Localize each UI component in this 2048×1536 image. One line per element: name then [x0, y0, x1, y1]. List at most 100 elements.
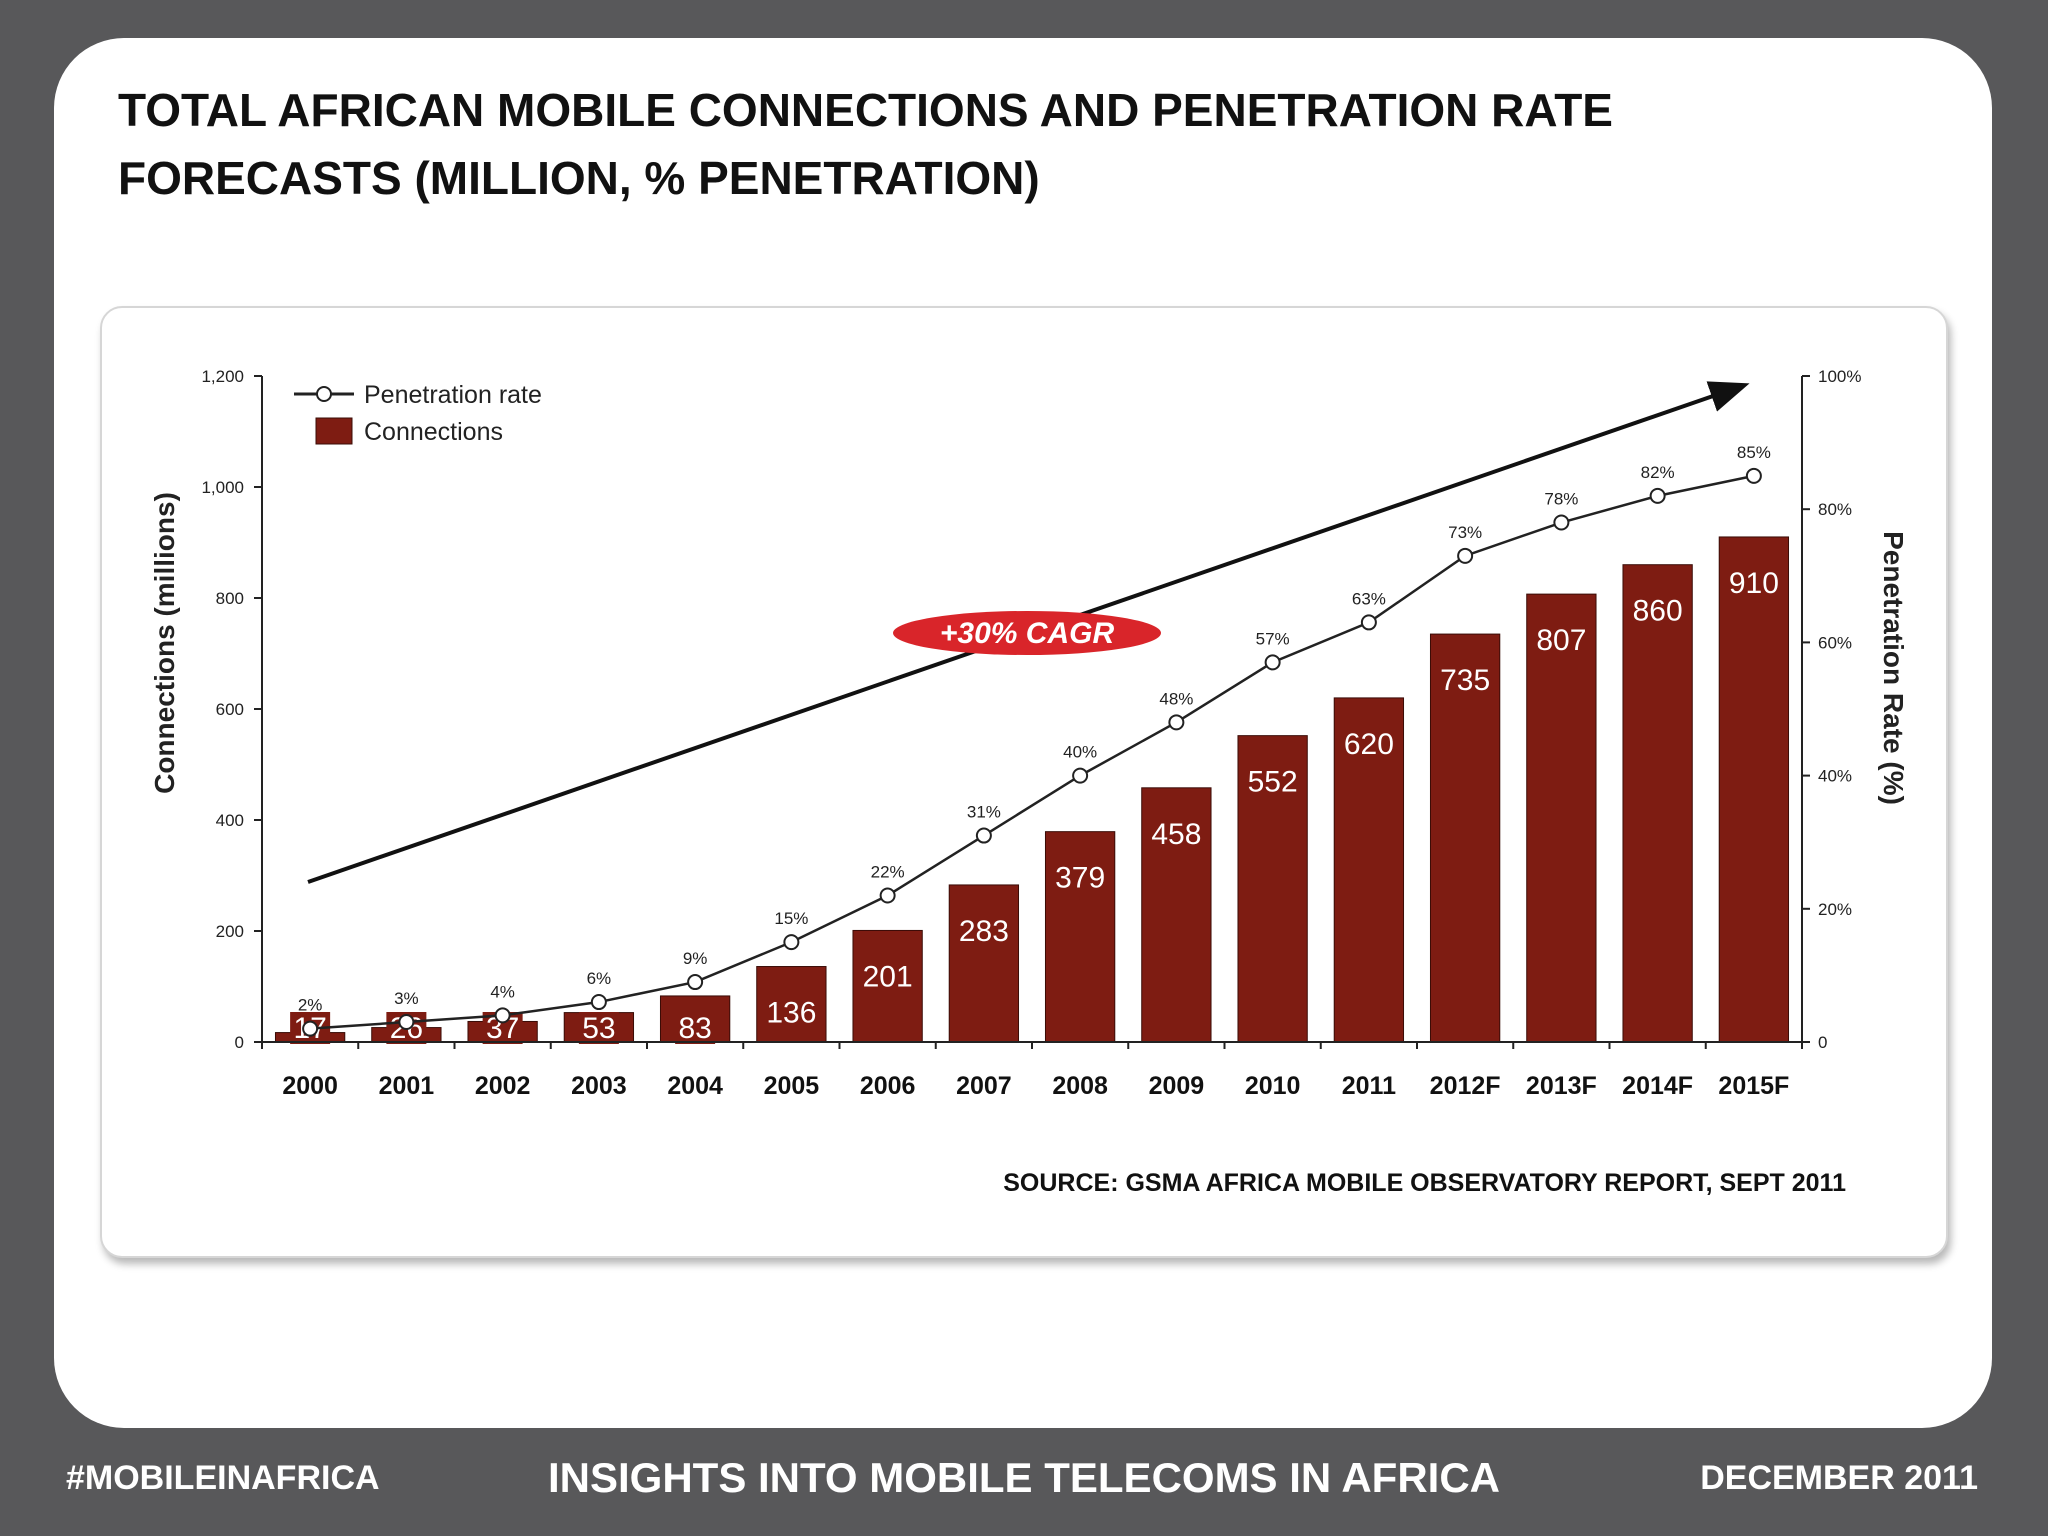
page-title: TOTAL AFRICAN MOBILE CONNECTIONS AND PEN… [118, 76, 1818, 212]
legend-connections-label: Connections [364, 418, 503, 446]
penetration-point [687, 974, 704, 991]
cagr-annotation: +30% CAGR [940, 617, 1115, 650]
penetration-value-label: 9% [683, 949, 708, 968]
bar-label-bg [675, 1012, 716, 1044]
y-tick-label: 1,200 [201, 367, 244, 386]
bar-value-label: 458 [1151, 818, 1201, 851]
bar-connections [756, 966, 827, 1043]
bar-value-label: 910 [1729, 567, 1779, 600]
bar-value-label: 620 [1344, 728, 1394, 761]
x-tick-label: 2007 [956, 1072, 1012, 1100]
x-tick-label: 2009 [1149, 1072, 1205, 1100]
x-tick-label: 2013F [1526, 1072, 1597, 1100]
y-tick-label: 400 [216, 811, 244, 830]
penetration-value-label: 48% [1159, 689, 1193, 708]
title-line-1: TOTAL AFRICAN MOBILE CONNECTIONS AND PEN… [118, 84, 1613, 136]
penetration-value-label: 63% [1352, 589, 1386, 608]
y-tick-label: 0 [235, 1033, 244, 1052]
bar-connections [948, 884, 1020, 1043]
x-tick-label: 2006 [860, 1072, 916, 1100]
footer-date: DECEMBER 2011 [1700, 1459, 1978, 1497]
penetration-point [879, 887, 896, 904]
penetration-value-label: 82% [1641, 463, 1675, 482]
penetration-point [1072, 767, 1089, 784]
penetration-point [398, 1014, 415, 1031]
penetration-value-label: 4% [490, 982, 515, 1001]
bar-value-label: 860 [1633, 595, 1683, 628]
footer-tagline: INSIGHTS INTO MOBILE TELECOMS IN AFRICA [547, 1454, 1500, 1501]
penetration-point [1553, 514, 1570, 531]
x-tick-label: 2015F [1718, 1072, 1789, 1100]
bar-connections [852, 929, 923, 1043]
bar-connections [1237, 735, 1308, 1043]
penetration-value-label: 6% [587, 969, 612, 988]
bar-value-label: 379 [1055, 862, 1105, 895]
penetration-point [1745, 467, 1762, 484]
y-right-tick-label: 40% [1818, 767, 1852, 786]
x-tick-label: 2002 [475, 1072, 531, 1100]
bar-value-label: 83 [678, 1012, 711, 1045]
y-right-tick-label: 100% [1818, 367, 1861, 386]
x-tick-label: 2008 [1052, 1072, 1108, 1100]
penetration-value-label: 2% [298, 996, 323, 1015]
penetration-point [302, 1020, 319, 1037]
penetration-point [975, 827, 992, 844]
penetration-value-label: 15% [774, 909, 808, 928]
bar-connections [1622, 564, 1693, 1043]
bar-connections [1333, 697, 1405, 1043]
bar-value-label: 201 [863, 960, 913, 993]
x-tick-label: 2011 [1342, 1072, 1396, 1100]
y-right-tick-label: 80% [1818, 500, 1852, 519]
bar-label-bg [578, 1012, 619, 1044]
penetration-point [783, 934, 800, 951]
bar-value-label: 807 [1536, 624, 1586, 657]
penetration-value-label: 73% [1448, 523, 1482, 542]
penetration-value-label: 85% [1737, 443, 1771, 462]
y-tick-label: 1,000 [201, 478, 244, 497]
y-right-tick-label: 20% [1818, 900, 1852, 919]
x-tick-label: 2012F [1430, 1072, 1501, 1100]
x-tick-label: 2010 [1245, 1072, 1301, 1100]
penetration-rate-line [310, 474, 1755, 1030]
bar-connections [1429, 633, 1501, 1043]
title-line-2: FORECASTS (MILLION, % PENETRATION) [118, 152, 1040, 204]
connections-chart: 0 200 400 600 800 1,000 1,200 0 20% 40% 60% 80% 100… [149, 367, 1909, 1100]
y-right-tick-label: 0 [1818, 1033, 1827, 1052]
source-note: SOURCE: GSMA AFRICA MOBILE OBSERVATORY R… [1003, 1169, 1846, 1197]
y-tick-label: 600 [216, 700, 244, 719]
y-tick-label: 800 [216, 589, 244, 608]
bar-value-label: 136 [766, 997, 816, 1030]
bar-value-label: 283 [959, 915, 1009, 948]
penetration-value-label: 40% [1063, 743, 1097, 762]
y-tick-label: 200 [216, 922, 244, 941]
penetration-point [494, 1007, 511, 1024]
legend-bar-swatch [315, 417, 353, 445]
bar-value-label: 735 [1440, 664, 1490, 697]
x-tick-label: 2000 [282, 1072, 338, 1100]
y-axis-right-label: Penetration Rate (%) [1878, 531, 1909, 805]
penetration-value-label: 3% [394, 989, 419, 1008]
penetration-point [1457, 547, 1474, 564]
bar-connections [1718, 536, 1790, 1043]
bar-connections [1141, 787, 1212, 1043]
penetration-point [1168, 714, 1185, 731]
bar-value-label: 552 [1248, 766, 1298, 799]
penetration-value-label: 78% [1544, 490, 1578, 509]
x-tick-label: 2001 [379, 1072, 435, 1100]
chart-card: 0 200 400 600 800 1,000 1,200 0 20% 40% 60% 80% 100… [100, 306, 1948, 1258]
penetration-point [1649, 487, 1666, 504]
x-tick-label: 2005 [764, 1072, 820, 1100]
penetration-value-label: 31% [967, 803, 1001, 822]
x-tick-label: 2004 [667, 1072, 723, 1100]
x-tick-label: 2003 [571, 1072, 627, 1100]
footer-hashtag: #MOBILEINAFRICA [66, 1459, 380, 1497]
y-right-tick-label: 60% [1818, 633, 1852, 652]
legend-marker-swatch [316, 386, 332, 402]
x-tick-label: 2014F [1622, 1072, 1693, 1100]
legend-penetration-label: Penetration rate [364, 381, 542, 409]
y-axis-label: Connections (millions) [149, 492, 180, 794]
bar-connections [1044, 831, 1116, 1043]
bar-connections [1526, 593, 1597, 1043]
penetration-value-label: 57% [1256, 629, 1290, 648]
penetration-point [1264, 654, 1281, 671]
